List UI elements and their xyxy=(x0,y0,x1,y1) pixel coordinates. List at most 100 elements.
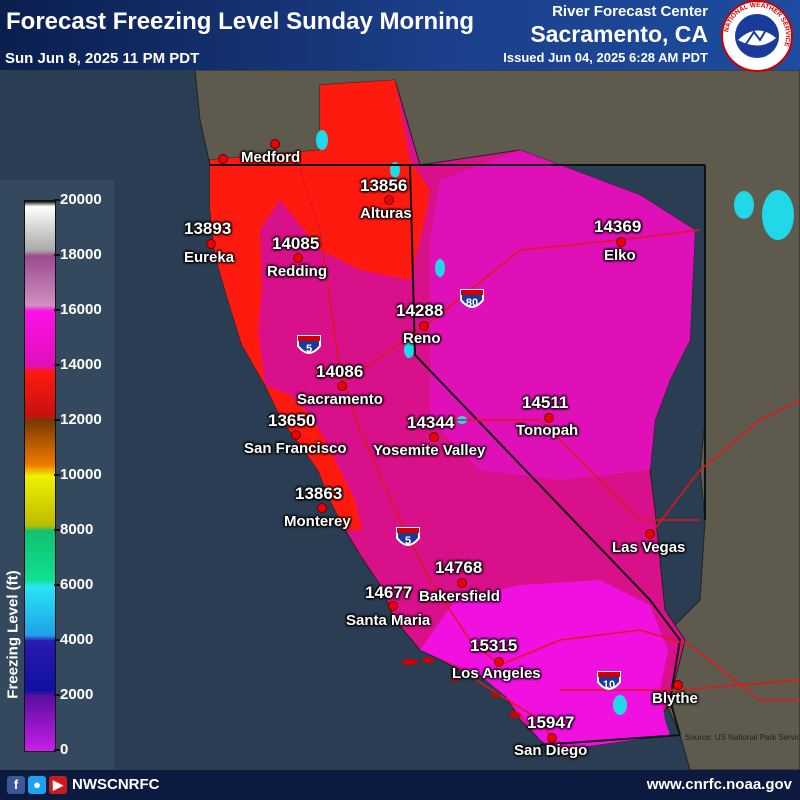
legend-tick-mark xyxy=(54,419,60,421)
station-value-elko: 14369 xyxy=(594,217,642,236)
legend-color-bar xyxy=(24,200,56,752)
interstate-10-shield: 10 xyxy=(597,671,621,691)
station-value-redding: 14085 xyxy=(272,234,320,253)
page-title: Forecast Freezing Level Sunday Morning xyxy=(6,8,475,35)
station-dot-las-vegas xyxy=(645,529,655,539)
station-name-eureka: Eureka xyxy=(184,249,235,266)
station-value-san-francisco: 13650 xyxy=(268,411,316,430)
station-name-san-francisco: San Francisco xyxy=(244,440,347,457)
station-value-alturas: 13856 xyxy=(360,176,408,195)
station-value-yosemite-valley: 14344 xyxy=(407,413,455,432)
station-dot-elko xyxy=(616,237,626,247)
twitter-icon[interactable]: ● xyxy=(28,776,46,794)
youtube-icon[interactable]: ▶ xyxy=(49,776,67,794)
station-value-bakersfield: 14768 xyxy=(435,558,483,577)
station-dot-medford-2 xyxy=(270,139,280,149)
roads xyxy=(299,169,800,751)
issued-time: Issued Jun 04, 2025 6:28 AM PDT xyxy=(503,50,708,65)
station-name-medford: Medford xyxy=(241,149,301,166)
station-value-sacramento: 14086 xyxy=(316,362,364,381)
map-credit: Source: US National Park Service xyxy=(685,733,800,742)
station-dot-monterey xyxy=(317,503,327,513)
legend-tick-mark xyxy=(54,254,60,256)
station-name-blythe: Blythe xyxy=(652,690,698,707)
nws-logo-icon: NATIONAL WEATHER SERVICE xyxy=(721,0,793,72)
station-value-eureka: 13893 xyxy=(184,219,232,238)
station-value-santa-maria: 14677 xyxy=(365,583,413,602)
station-name-las-vegas: Las Vegas xyxy=(612,539,686,556)
legend-tick-label: 12000 xyxy=(60,411,102,428)
legend-tick-label: 18000 xyxy=(60,246,102,263)
station-name-tonopah: Tonopah xyxy=(516,422,579,439)
interstate-label: 5 xyxy=(306,343,312,355)
legend-tick-mark xyxy=(54,529,60,531)
social-handle[interactable]: NWSCNRFC xyxy=(72,776,160,793)
station-dot-los-angeles xyxy=(494,657,504,667)
station-name-alturas: Alturas xyxy=(360,205,412,222)
region-13k-coast xyxy=(265,385,362,530)
station-name-yosemite-valley: Yosemite Valley xyxy=(373,442,486,459)
station-name-redding: Redding xyxy=(267,263,327,280)
station-dot-reno xyxy=(419,321,429,331)
center-name-line: River Forecast Center xyxy=(552,3,708,20)
station-dot-eureka xyxy=(206,239,216,249)
footer-bar: f ● ▶ NWSCNRFC www.cnrfc.noaa.gov xyxy=(0,770,800,800)
station-name-san-diego: San Diego xyxy=(514,742,588,759)
legend-tick-label: 20000 xyxy=(60,191,102,208)
region-14k-light xyxy=(430,150,695,480)
interstate-label: 80 xyxy=(466,297,478,309)
legend-tick-label: 14000 xyxy=(60,356,102,373)
interstate-label: 10 xyxy=(603,679,615,691)
interstate-5-shield-north: 5 xyxy=(297,335,321,355)
legend-tick-mark xyxy=(54,474,60,476)
region-15k xyxy=(420,580,670,750)
legend-tick-mark xyxy=(54,584,60,586)
state-boundaries xyxy=(210,164,706,746)
legend-tick-mark xyxy=(54,639,60,641)
lakes xyxy=(316,130,794,715)
legend-tick-mark xyxy=(54,749,60,751)
legend-tick-label: 8000 xyxy=(60,521,94,538)
station-dot-sacramento xyxy=(337,381,347,391)
office-name: Sacramento, CA xyxy=(530,21,708,47)
station-value-los-angeles: 15315 xyxy=(470,636,518,655)
legend-tick-label: 10000 xyxy=(60,466,102,483)
color-legend: Freezing Level (ft) 20000 18000 16000 14000… xyxy=(0,180,114,770)
station-dot-redding xyxy=(293,253,303,263)
station-name-bakersfield: Bakersfield xyxy=(419,588,500,605)
website-link[interactable]: www.cnrfc.noaa.gov xyxy=(646,776,792,793)
legend-tick-mark xyxy=(54,199,60,201)
station-name-santa-maria: Santa Maria xyxy=(346,612,431,629)
station-name-elko: Elko xyxy=(604,247,636,264)
station-name-monterey: Monterey xyxy=(284,513,351,530)
station-dot-san-diego xyxy=(547,733,557,743)
station-dot-yosemite-valley xyxy=(429,432,439,442)
station-name-los-angeles: Los Angeles xyxy=(452,665,541,682)
legend-tick-label: 16000 xyxy=(60,301,102,318)
facebook-icon[interactable]: f xyxy=(7,776,25,794)
legend-tick-label: 4000 xyxy=(60,631,94,648)
station-dot-medford xyxy=(218,154,228,164)
station-value-monterey: 13863 xyxy=(295,484,343,503)
valid-time: Sun Jun 8, 2025 11 PM PDT xyxy=(5,50,200,67)
station-name-sacramento: Sacramento xyxy=(297,391,383,408)
station-value-reno: 14288 xyxy=(396,301,444,320)
station-value-tonopah: 14511 xyxy=(522,393,569,412)
station-value-san-diego: 15947 xyxy=(527,713,575,732)
station-dot-santa-maria xyxy=(388,601,398,611)
station-dot-blythe xyxy=(673,680,683,690)
interstate-label: 5 xyxy=(405,535,411,547)
station-dot-bakersfield xyxy=(457,578,467,588)
header-bar: Forecast Freezing Level Sunday Morning S… xyxy=(0,0,800,72)
legend-tick-mark xyxy=(54,364,60,366)
legend-tick-label: 0 xyxy=(60,741,69,758)
interstate-5-shield-south: 5 xyxy=(396,527,420,547)
legend-tick-mark xyxy=(54,694,60,696)
station-name-reno: Reno xyxy=(403,330,441,347)
channel-islands xyxy=(402,657,521,718)
station-dot-alturas xyxy=(384,195,394,205)
interstate-80-shield: 80 xyxy=(460,289,484,309)
legend-tick-mark xyxy=(54,309,60,311)
